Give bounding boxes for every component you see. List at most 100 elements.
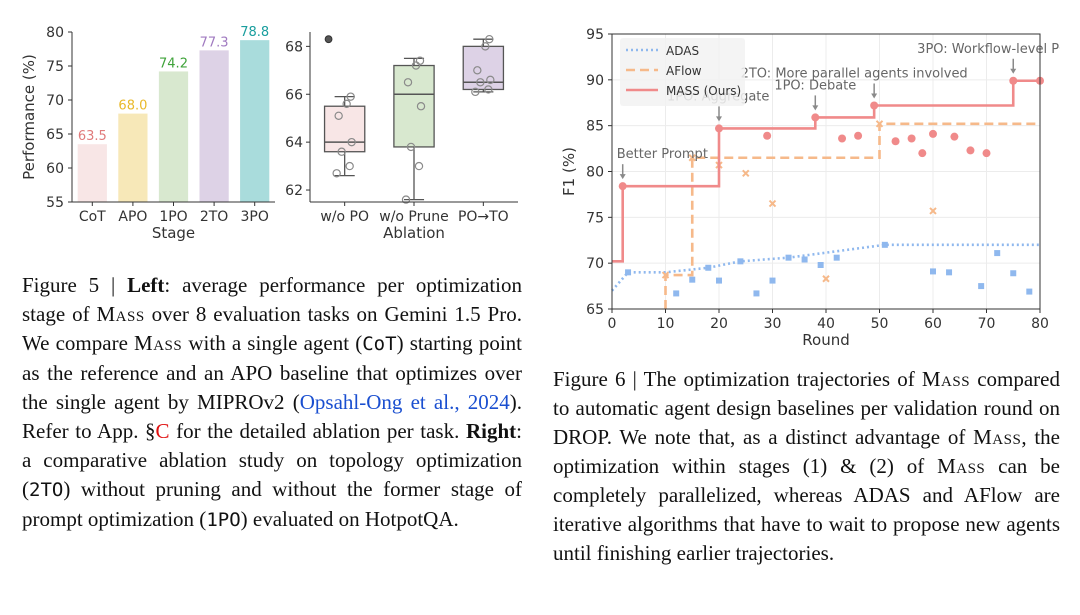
mass-name: Mass — [134, 331, 183, 355]
data-point — [415, 56, 425, 65]
data-point — [481, 42, 490, 51]
box-1 — [393, 64, 435, 148]
point-mass — [618, 182, 627, 191]
point-mass — [763, 131, 772, 140]
y-tick-label: 80 — [586, 165, 604, 181]
data-point — [486, 75, 495, 85]
point-aflow — [875, 120, 884, 128]
caption-text: ). Refer to App. § — [22, 390, 522, 443]
y-tick-label: 70 — [46, 93, 64, 109]
data-point — [347, 137, 356, 147]
point-mass — [966, 146, 975, 155]
x-tick-label: APO — [118, 209, 147, 225]
point-adas — [753, 290, 760, 297]
caption-text: The optimization trajectories of — [643, 367, 922, 391]
point-aflow — [768, 199, 777, 208]
point-adas — [833, 254, 840, 261]
data-point — [401, 195, 411, 204]
bar-value-label: 68.0 — [118, 99, 147, 114]
figure5-left-bar-chart: 55 60 65 70 75 80 63.5 CoT 68.0 APO 74.2 1PO 77.3 2TO… — [20, 25, 275, 242]
point-mass — [982, 149, 991, 158]
y-tick-label: 85 — [586, 119, 604, 135]
bar-value-label: 77.3 — [200, 35, 229, 50]
figure6-trajectory-chart: 65 70 75 80 85 90 95 0 10 20 30 40 50 60 70 80 Better Pr… — [560, 27, 1060, 349]
caption-text: ) starting point as the reference and an… — [22, 331, 522, 414]
bar-cot — [77, 144, 107, 202]
caption-text: : a comparative ablation study on topolo… — [22, 419, 522, 501]
point-adas — [994, 250, 1001, 257]
mass-name: Mass — [973, 425, 1022, 449]
y-tick-label: 70 — [586, 256, 604, 272]
figure5-label: Figure 5 | — [22, 273, 128, 297]
y-tick-label: 62 — [285, 183, 303, 199]
point-mass — [811, 113, 820, 122]
citation-link[interactable]: Opsahl-Ong et al., 2024 — [299, 390, 510, 414]
y-tick-label: 80 — [46, 25, 64, 41]
point-adas — [705, 264, 712, 271]
bar-value-label: 78.8 — [240, 25, 269, 40]
caption-text: : average performance per optimization s… — [22, 273, 522, 326]
y-tick-label: 90 — [586, 73, 604, 89]
figure6-label: Figure 6 | — [553, 367, 644, 391]
data-point — [334, 111, 343, 121]
data-point — [414, 161, 424, 171]
x-axis-label: Round — [802, 331, 849, 349]
y-tick-label: 60 — [46, 161, 64, 177]
point-mass — [891, 137, 900, 146]
caption-text: , the optimization within stages (1) & (… — [553, 425, 1061, 478]
bar-1po — [158, 71, 189, 202]
x-tick-label: 1PO — [159, 209, 187, 225]
figure5-caption: Figure 5 | Left: average performance per… — [22, 271, 522, 535]
point-aflow — [822, 275, 830, 283]
point-mass — [929, 129, 937, 138]
x-tick-label: 80 — [1031, 316, 1049, 332]
data-point — [471, 87, 480, 97]
point-adas — [801, 256, 808, 263]
point-adas — [1026, 288, 1033, 295]
figure6-caption: Figure 6 | The optimization trajectories… — [553, 365, 1060, 568]
outlier-point — [324, 35, 333, 44]
x-tick-label: w/o PO — [320, 209, 369, 225]
y-tick-label: 75 — [46, 59, 64, 75]
series-line-adas — [611, 243, 1040, 292]
2to-code: 2TO — [29, 479, 64, 501]
point-adas — [625, 269, 632, 276]
data-point — [416, 102, 426, 111]
annotation-arrowhead — [812, 105, 819, 111]
x-axis-label: Ablation — [383, 224, 445, 242]
x-tick-label: 3PO — [241, 209, 269, 225]
annotation-label: 1PO: Debate — [774, 78, 856, 93]
point-aflow — [688, 154, 696, 162]
figure5-right-box-plot: 62 64 66 68 w/o PO w/o Prune PO→TO Ablation — [285, 32, 518, 242]
x-tick-label: 60 — [924, 316, 942, 332]
box-0 — [323, 105, 366, 153]
x-tick-label: CoT — [79, 209, 106, 225]
bar-apo — [118, 113, 148, 202]
y-tick-label: 55 — [46, 195, 64, 211]
mass-name: Mass — [96, 302, 145, 326]
point-adas — [737, 258, 744, 265]
x-tick-label: 40 — [817, 316, 835, 332]
appendix-link[interactable]: C — [155, 419, 170, 443]
caption-text: with a single agent ( — [182, 331, 363, 355]
point-adas — [769, 277, 776, 284]
x-tick-label: 2TO — [200, 209, 228, 225]
caption-text: ) without pruning and without the former… — [22, 477, 522, 531]
series-line-mass — [612, 79, 1040, 263]
y-axis-label: F1 (%) — [560, 147, 578, 196]
y-tick-label: 66 — [285, 87, 303, 103]
annotation-arrowhead — [1010, 68, 1017, 74]
annotation-arrowhead — [716, 116, 722, 122]
y-tick-label: 65 — [586, 302, 604, 318]
point-mass — [950, 132, 959, 141]
x-axis-label: Stage — [152, 224, 195, 242]
x-tick-label: w/o Prune — [379, 209, 449, 225]
plot-frame — [611, 33, 1041, 310]
data-point — [473, 66, 482, 75]
point-adas — [1010, 270, 1017, 277]
data-point — [476, 78, 485, 87]
cot-code: CoT — [362, 333, 397, 355]
data-point — [484, 85, 493, 94]
left-label: Left — [127, 273, 165, 297]
point-mass — [838, 134, 847, 143]
